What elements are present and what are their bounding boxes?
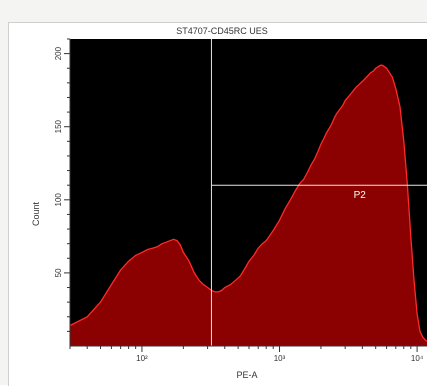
chart-title: ST4707-CD45RC UES <box>176 26 268 36</box>
x-axis-label: PE-A <box>236 370 257 380</box>
x-tick-label: 10³ <box>274 354 286 363</box>
x-tick-label: 10² <box>136 354 148 363</box>
y-tick-label: 150 <box>54 119 63 133</box>
histogram-series <box>69 64 427 346</box>
y-tick-label: 200 <box>54 46 63 60</box>
histogram-fill <box>70 65 427 346</box>
y-tick-label: 50 <box>54 268 63 277</box>
histogram-outline <box>69 64 427 342</box>
y-tick-label: 100 <box>54 193 63 207</box>
histogram-chart: ST4707-CD45RC UES P2 50 100 150 200 10² 10³ 1… <box>31 26 427 380</box>
x-tick-label: 10⁴ <box>411 354 424 363</box>
gate-lines <box>210 39 427 346</box>
plot-frame: ST4707-CD45RC UES P2 50 100 150 200 10² 10³ 1… <box>8 22 427 386</box>
y-axis-ticks: 50 100 150 200 <box>54 38 70 332</box>
gate-label-p2: P2 <box>354 190 367 201</box>
x-axis-ticks: 10²10³10⁴10⁵ <box>69 346 424 363</box>
y-axis-label: Count <box>31 202 41 227</box>
